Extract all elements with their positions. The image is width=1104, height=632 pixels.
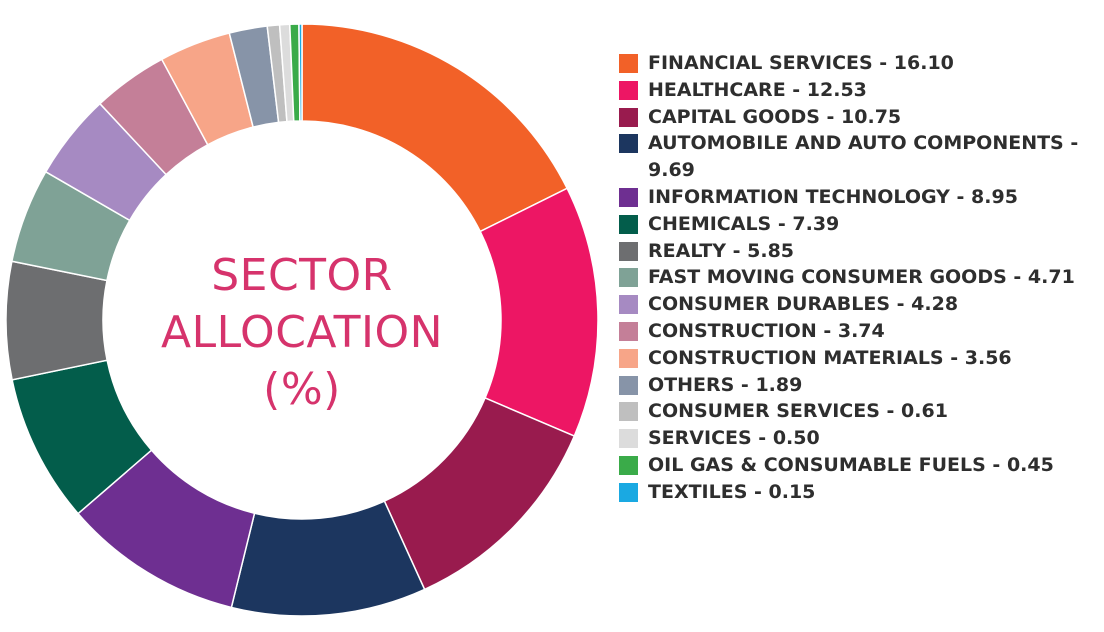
legend-item: FINANCIAL SERVICES - 16.10: [619, 50, 1101, 77]
legend-swatch: [619, 241, 638, 261]
legend-label: CHEMICALS: [648, 212, 772, 235]
legend-value: 0.50: [772, 427, 820, 450]
legend-swatch: [619, 187, 638, 207]
legend-item: CHEMICALS - 7.39: [619, 211, 1101, 238]
legend-item: TEXTILES - 0.15: [619, 479, 1101, 506]
legend-swatch: [619, 54, 638, 73]
chart-center-title: SECTOR ALLOCATION (%): [106, 247, 498, 418]
legend-label: TEXTILES: [648, 480, 748, 503]
legend-label: CAPITAL GOODS: [648, 105, 820, 128]
legend-value: 4.71: [1027, 266, 1075, 289]
legend-swatch: [619, 268, 638, 288]
legend-value: 10.75: [841, 105, 902, 128]
donut-slice-15: [298, 23, 303, 122]
donut-chart: [5, 23, 599, 617]
legend-item: CONSUMER SERVICES - 0.61: [619, 398, 1101, 425]
legend-swatch: [619, 80, 638, 100]
legend-value: 9.69: [648, 159, 695, 182]
chart-legend: FINANCIAL SERVICES - 16.10 HEALTHCARE - 1…: [619, 50, 1101, 506]
legend-swatch: [619, 429, 638, 449]
legend-value: 16.10: [893, 52, 954, 74]
legend-item: SERVICES - 0.50: [619, 425, 1101, 452]
legend-swatch: [619, 375, 638, 395]
legend-value: 7.39: [792, 212, 840, 235]
legend-swatch: [619, 455, 638, 475]
legend-value: 12.53: [806, 78, 867, 101]
legend-item: INFORMATION TECHNOLOGY - 8.95: [619, 184, 1101, 211]
legend-item: OIL GAS & CONSUMABLE FUELS - 0.45: [619, 452, 1101, 479]
legend-label: CONSTRUCTION MATERIALS: [648, 346, 944, 369]
legend-value: 0.45: [1006, 453, 1054, 476]
legend-swatch: [619, 134, 638, 154]
legend-value: 1.89: [755, 373, 803, 396]
legend-swatch: [619, 482, 638, 502]
legend-swatch: [619, 321, 638, 341]
legend-swatch: [619, 107, 638, 127]
legend-value: 0.61: [901, 400, 948, 423]
legend-label: INFORMATION TECHNOLOGY: [648, 185, 950, 208]
legend-item: HEALTHCARE - 12.53: [619, 77, 1101, 104]
legend-label: CONSUMER SERVICES: [648, 400, 880, 423]
legend-item: CONSTRUCTION - 3.74: [619, 318, 1101, 345]
legend-swatch: [619, 295, 638, 315]
legend-label: FAST MOVING CONSUMER GOODS: [648, 266, 1007, 289]
legend-label: OIL GAS & CONSUMABLE FUELS: [648, 453, 986, 476]
legend-value: 4.28: [911, 293, 959, 316]
donut-slice-2: [383, 397, 576, 591]
chart-title-line-3: (%): [263, 364, 341, 415]
legend-item: REALTY - 5.85: [619, 238, 1101, 265]
legend-label: CONSUMER DURABLES: [648, 293, 891, 316]
chart-title-line-2: ALLOCATION: [161, 307, 443, 358]
legend-swatch: [619, 402, 638, 422]
legend-label: AUTOMOBILE AND AUTO COMPONENTS: [648, 132, 1064, 155]
legend-swatch: [619, 214, 638, 234]
legend-swatch: [619, 348, 638, 368]
legend-label: FINANCIAL SERVICES: [648, 52, 873, 74]
donut-slice-6: [5, 260, 108, 381]
legend-label: SERVICES: [648, 427, 752, 450]
legend-item: AUTOMOBILE AND AUTO COMPONENTS - 9.69: [619, 130, 1101, 184]
legend-value: 5.85: [747, 239, 795, 262]
legend-value: 3.56: [964, 346, 1012, 369]
legend-item: FAST MOVING CONSUMER GOODS - 4.71: [619, 264, 1101, 291]
legend-label: HEALTHCARE: [648, 78, 786, 101]
legend-item: CAPITAL GOODS - 10.75: [619, 104, 1101, 131]
legend-value: 8.95: [971, 185, 1018, 208]
legend-item: OTHERS - 1.89: [619, 372, 1101, 399]
legend-item: CONSTRUCTION MATERIALS - 3.56: [619, 345, 1101, 372]
legend-value: 0.15: [768, 480, 816, 503]
legend-value: 3.74: [837, 319, 885, 342]
chart-title-line-1: SECTOR: [211, 250, 393, 301]
legend-label: REALTY: [648, 239, 726, 262]
donut-slice-0: [301, 23, 569, 233]
legend-label: CONSTRUCTION: [648, 319, 817, 342]
legend-label: OTHERS: [648, 373, 735, 396]
legend-item: CONSUMER DURABLES - 4.28: [619, 291, 1101, 318]
